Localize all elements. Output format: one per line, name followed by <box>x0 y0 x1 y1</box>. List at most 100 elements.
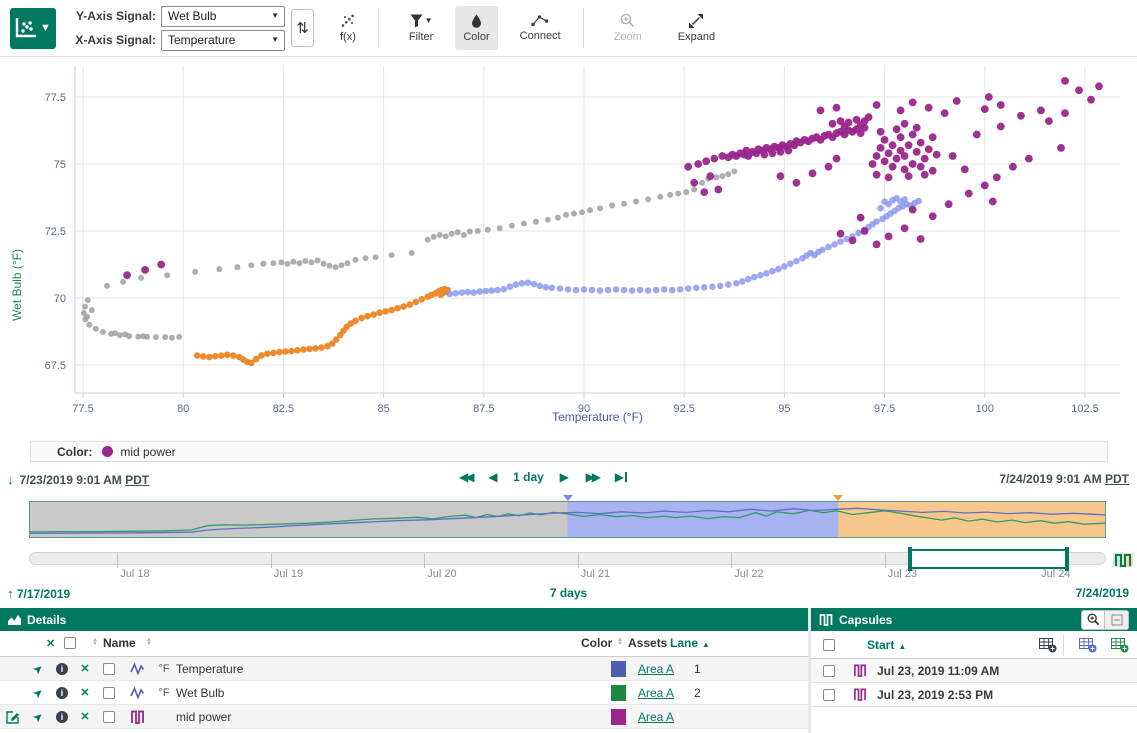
sort-icon[interactable]: ▲▼ <box>146 638 152 646</box>
info-icon[interactable]: i <box>56 687 68 699</box>
navigate-arrow-icon[interactable]: ➤ <box>30 684 47 701</box>
connect-button[interactable]: Connect <box>512 6 569 50</box>
add-condition-column-button[interactable] <box>1111 638 1129 658</box>
zoom-button[interactable]: Zoom <box>606 6 650 50</box>
capsule-row[interactable]: Jul 23, 2019 2:53 PM <box>811 683 1137 707</box>
signal-icon <box>130 686 145 700</box>
timezone-link[interactable]: PDT <box>1105 472 1129 486</box>
capsule-time-icon <box>1113 551 1133 569</box>
remove-cell: ✕ <box>74 710 96 723</box>
x-axis-signal-select[interactable]: Temperature ▼ <box>161 30 285 51</box>
y-axis-signal-select[interactable]: Wet Bulb ▼ <box>161 6 285 27</box>
range-stepper: ◀◀ ◀ 1 day ▶ ▶▶ ▶ <box>458 470 628 484</box>
step-to-now-button[interactable]: ▶ <box>614 470 628 484</box>
info-cell: i <box>50 711 74 723</box>
step-back-half-button[interactable]: ◀ <box>487 470 498 484</box>
capsule-row[interactable]: Jul 23, 2019 11:09 AM <box>811 659 1137 683</box>
display-range-timebar[interactable] <box>29 501 1106 538</box>
step-forward-half-button[interactable]: ▶ <box>559 470 570 484</box>
sort-asc-icon: ▲ <box>702 640 710 649</box>
scatterplot-tool-button[interactable]: ▼ <box>10 8 56 49</box>
scrollbar-tick <box>424 553 425 568</box>
scrollbar-selection-handle[interactable] <box>909 549 1068 569</box>
remove-all-button[interactable]: ✕ <box>46 637 55 650</box>
filter-button[interactable]: ▼ Filter <box>401 6 441 50</box>
navigate-cell: ➤ <box>26 686 50 700</box>
step-back-full-button[interactable]: ◀◀ <box>458 470 472 484</box>
asset-link[interactable]: Area A <box>638 710 674 724</box>
x-axis-signal-value: Temperature <box>168 33 235 47</box>
select-caret-icon: ▼ <box>271 11 279 20</box>
asset-cell: Area A <box>638 686 694 700</box>
info-icon[interactable]: i <box>56 663 68 675</box>
range-start-arrow-icon: ↓ <box>7 472 14 487</box>
filter-icon <box>410 14 423 28</box>
select-all-capsules-checkbox[interactable] <box>823 639 835 651</box>
zoom-icon <box>620 13 635 28</box>
remove-item-button[interactable]: ✕ <box>80 662 89 675</box>
navigate-arrow-icon[interactable]: ➤ <box>30 708 47 725</box>
scrollbar-tick <box>271 553 272 568</box>
expand-button[interactable]: Expand <box>670 6 723 50</box>
item-checkbox[interactable] <box>103 711 115 723</box>
capsules-panel-header: Capsules <box>811 608 1137 631</box>
remove-item-button[interactable]: ✕ <box>80 710 89 723</box>
type-icon-cell <box>122 662 152 676</box>
swap-axes-button[interactable]: ⇅ <box>291 9 314 47</box>
details-chart-icon <box>8 614 21 625</box>
expand-icon <box>689 14 703 28</box>
navigate-arrow-icon[interactable]: ➤ <box>30 660 47 677</box>
step-size-button[interactable]: 1 day <box>513 470 544 484</box>
capsule-time-button[interactable] <box>1112 551 1134 571</box>
start-column-header[interactable]: Start▲ <box>867 638 906 652</box>
fx-button[interactable]: f(x) <box>332 6 364 50</box>
axis-signal-controls: Y-Axis Signal: Wet Bulb ▼ X-Axis Signal:… <box>70 6 285 51</box>
item-checkbox[interactable] <box>103 663 115 675</box>
asset-link[interactable]: Area A <box>638 662 674 676</box>
capsules-column-header: Start▲ <box>811 631 1137 659</box>
lane-column-header[interactable]: Lane▲ <box>670 636 710 650</box>
timezone-link[interactable]: PDT <box>125 473 149 487</box>
select-all-checkbox[interactable] <box>64 637 76 649</box>
sort-icon[interactable]: ▲▼ <box>92 638 98 646</box>
step-forward-full-button[interactable]: ▶▶ <box>585 470 599 484</box>
select-caret-icon: ▼ <box>271 35 279 44</box>
item-name: Temperature <box>176 662 598 676</box>
display-range-start[interactable]: 7/23/2019 9:01 AM PDT <box>20 473 150 487</box>
asset-link[interactable]: Area A <box>638 686 674 700</box>
sort-icon[interactable]: ▲▼ <box>617 638 623 646</box>
remove-item-button[interactable]: ✕ <box>80 686 89 699</box>
investigate-duration[interactable]: 7 days <box>0 586 1137 600</box>
color-button[interactable]: Color <box>455 6 497 50</box>
item-checkbox[interactable] <box>103 687 115 699</box>
scrollbar-tick-label: Jul 23 <box>888 568 917 580</box>
capsules-title: Capsules <box>839 613 892 627</box>
color-swatch[interactable] <box>611 709 626 725</box>
item-name: mid power <box>176 710 598 724</box>
asset-cell: Area A <box>638 662 694 676</box>
investigate-end-date[interactable]: 7/24/2019 <box>1076 586 1129 600</box>
capsule-checkbox[interactable] <box>823 665 835 677</box>
x-axis-signal-label: X-Axis Signal: <box>70 33 156 47</box>
color-swatch[interactable] <box>611 685 626 701</box>
color-label: Color <box>463 31 489 43</box>
svg-text:70: 70 <box>54 293 66 305</box>
capsules-collapse-button[interactable] <box>1105 610 1129 630</box>
add-column-button[interactable] <box>1039 638 1057 658</box>
condition-icon <box>853 664 866 680</box>
capsule-start-time: Jul 23, 2019 11:09 AM <box>877 664 999 678</box>
timebar-marker-icon <box>563 495 573 501</box>
capsules-zoom-in-button[interactable] <box>1081 610 1105 630</box>
display-range-end[interactable]: 7/24/2019 9:01 AM PDT <box>999 472 1129 486</box>
capsule-checkbox[interactable] <box>823 689 835 701</box>
legend-label: Color: <box>57 445 92 459</box>
scatter-chart: 67.57072.57577.577.58082.58587.59092.595… <box>0 57 1137 437</box>
svg-text:75: 75 <box>54 159 66 171</box>
color-swatch[interactable] <box>611 661 626 677</box>
connect-icon <box>531 14 549 27</box>
swatch-cell <box>598 709 638 725</box>
info-icon[interactable]: i <box>56 711 68 723</box>
add-signal-column-button[interactable] <box>1079 638 1097 658</box>
name-column-header[interactable]: Name <box>103 636 136 650</box>
edit-button[interactable] <box>0 710 26 724</box>
